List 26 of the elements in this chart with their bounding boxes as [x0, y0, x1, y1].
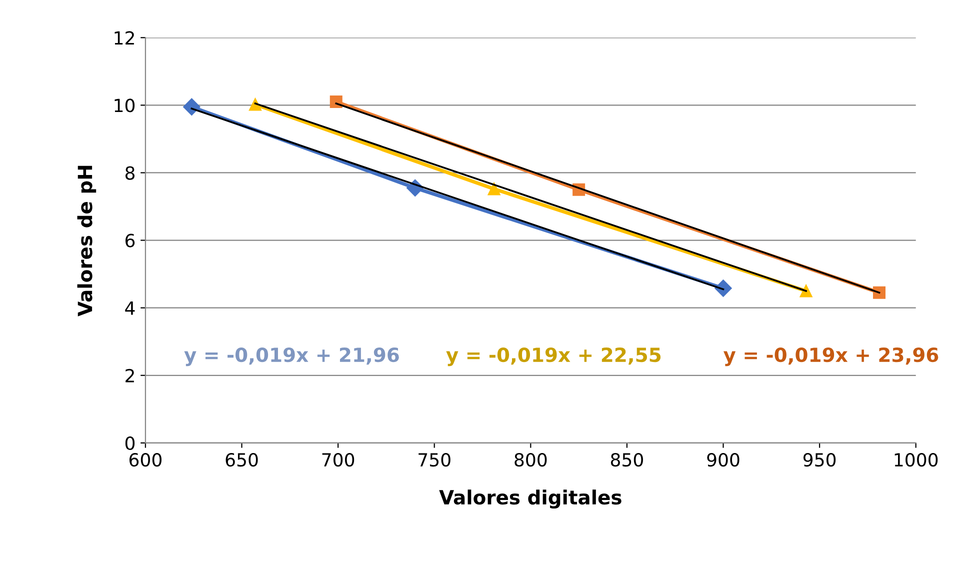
x-tick-label: 750: [418, 452, 450, 467]
point: [183, 98, 200, 116]
y-tick-label: 8: [125, 166, 135, 180]
x-tick-label: 950: [803, 452, 836, 467]
y-tick-label: 10: [114, 98, 135, 112]
y-tick-label: 6: [126, 234, 135, 248]
x-tick-label: 700: [322, 452, 354, 467]
annotation: y = -0,019x + 21,96: [184, 347, 399, 366]
x-tick-label: 600: [129, 452, 162, 467]
y-tick-label: 4: [125, 302, 135, 315]
point: [800, 284, 812, 298]
x-tick-label: 850: [610, 452, 643, 467]
point: [488, 182, 500, 196]
point: [873, 286, 886, 299]
y-tick-label: 12: [114, 31, 134, 44]
x-tick-label: 800: [514, 452, 547, 467]
annotation: y = -0,019x + 23,96: [723, 347, 938, 366]
x-tick-label: 650: [226, 452, 258, 467]
x-tick-label: 900: [707, 452, 740, 467]
x-axis-title: Valores digitales: [439, 490, 622, 509]
point: [330, 96, 342, 108]
x-tick-label: 1000: [894, 452, 938, 467]
y-tick-label: 0: [125, 436, 135, 450]
y-axis-title: Valores de pH: [77, 166, 96, 316]
annotation: y = -0,019x + 22,55: [446, 347, 661, 366]
y-tick-label: 2: [126, 368, 134, 382]
